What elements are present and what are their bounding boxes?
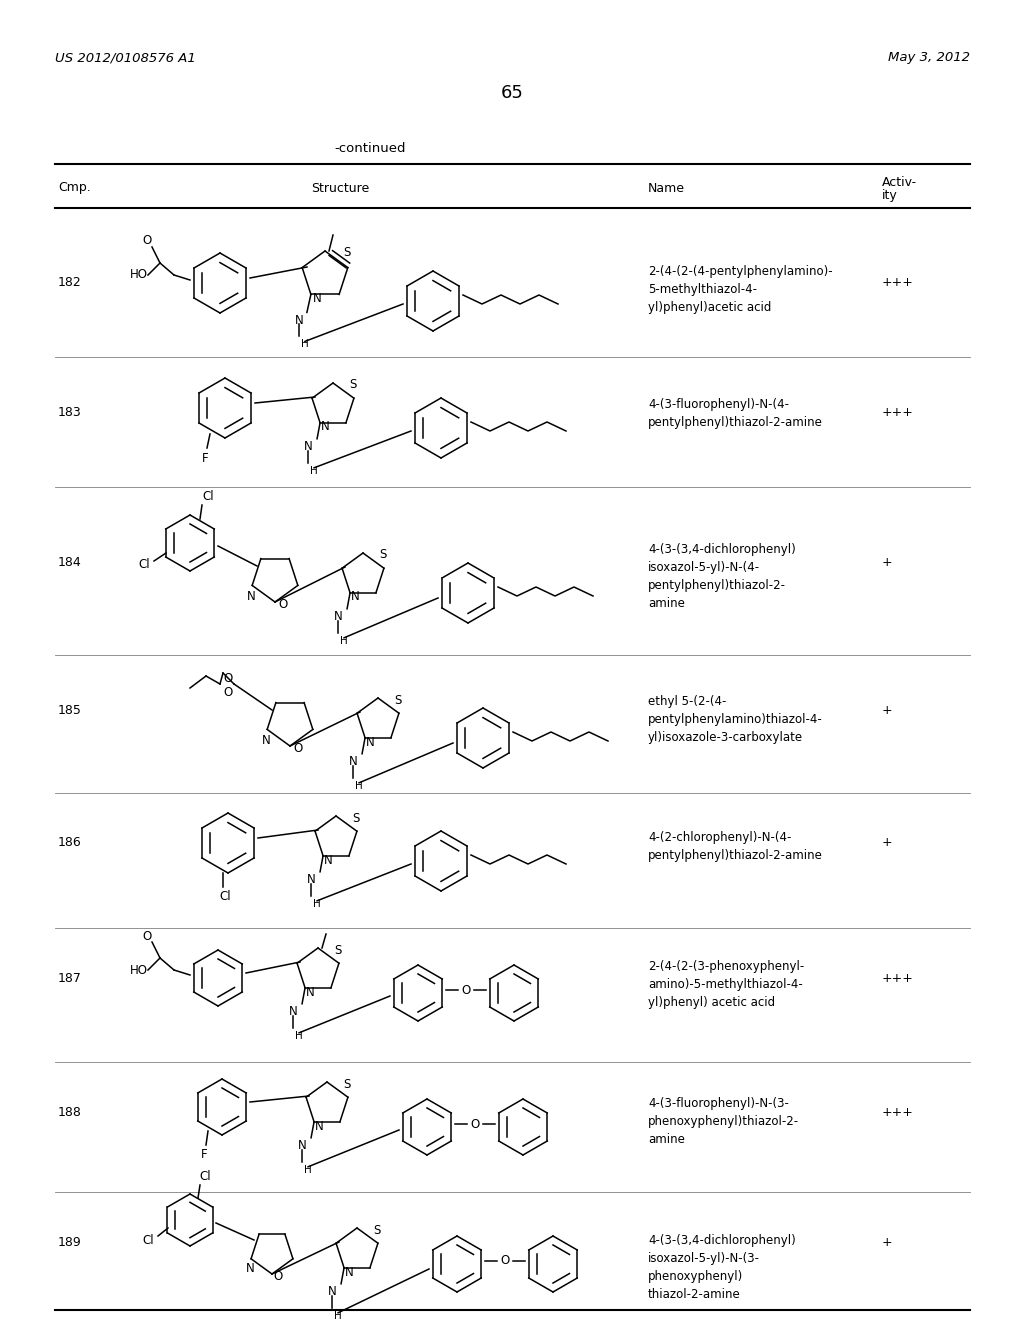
Text: O: O	[142, 929, 152, 942]
Text: Cl: Cl	[138, 558, 150, 572]
Text: 187: 187	[58, 972, 82, 985]
Text: S: S	[343, 247, 350, 260]
Text: S: S	[374, 1224, 381, 1237]
Text: N: N	[350, 590, 359, 603]
Text: 184: 184	[58, 557, 82, 569]
Text: O: O	[462, 983, 471, 997]
Text: Structure: Structure	[311, 181, 369, 194]
Text: N: N	[334, 610, 342, 623]
Text: S: S	[394, 693, 401, 706]
Text: +++: +++	[882, 972, 913, 985]
Text: N: N	[328, 1286, 337, 1299]
Text: H: H	[334, 1311, 342, 1320]
Text: 2-(4-(2-(3-phenoxyphenyl-
amino)-5-methylthiazol-4-
yl)phenyl) acetic acid: 2-(4-(2-(3-phenoxyphenyl- amino)-5-methy…	[648, 960, 804, 1008]
Text: Cmp.: Cmp.	[58, 181, 91, 194]
Text: H: H	[295, 1031, 303, 1040]
Text: +++: +++	[882, 407, 913, 420]
Text: Name: Name	[648, 181, 685, 194]
Text: O: O	[279, 598, 288, 610]
Text: ity: ity	[882, 190, 898, 202]
Text: S: S	[343, 1077, 350, 1090]
Text: +: +	[882, 704, 893, 717]
Text: +++: +++	[882, 276, 913, 289]
Text: H: H	[355, 781, 362, 791]
Text: 183: 183	[58, 407, 82, 420]
Text: F: F	[201, 1148, 207, 1162]
Text: O: O	[223, 672, 232, 685]
Text: S: S	[352, 812, 359, 825]
Text: ethyl 5-(2-(4-
pentylphenylamino)thiazol-4-
yl)isoxazole-3-carboxylate: ethyl 5-(2-(4- pentylphenylamino)thiazol…	[648, 696, 822, 744]
Text: N: N	[246, 1262, 254, 1275]
Text: H: H	[301, 339, 309, 350]
Text: N: N	[289, 1006, 297, 1018]
Text: +: +	[882, 557, 893, 569]
Text: Cl: Cl	[202, 491, 214, 503]
Text: HO: HO	[130, 964, 148, 977]
Text: H: H	[313, 899, 321, 908]
Text: H: H	[310, 466, 317, 475]
Text: N: N	[298, 1139, 306, 1152]
Text: O: O	[223, 685, 232, 698]
Text: 65: 65	[501, 84, 523, 102]
Text: S: S	[334, 944, 342, 957]
Text: H: H	[304, 1164, 312, 1175]
Text: N: N	[321, 421, 330, 433]
Text: N: N	[307, 874, 315, 886]
Text: N: N	[304, 441, 312, 453]
Text: N: N	[247, 590, 255, 602]
Text: 2-(4-(2-(4-pentylphenylamino)-
5-methylthiazol-4-
yl)phenyl)acetic acid: 2-(4-(2-(4-pentylphenylamino)- 5-methylt…	[648, 265, 833, 314]
Text: N: N	[366, 735, 375, 748]
Text: HO: HO	[130, 268, 148, 281]
Text: US 2012/0108576 A1: US 2012/0108576 A1	[55, 51, 196, 65]
Text: 4-(3-(3,4-dichlorophenyl)
isoxazol-5-yl)-N-(3-
phenoxyphenyl)
thiazol-2-amine: 4-(3-(3,4-dichlorophenyl) isoxazol-5-yl)…	[648, 1234, 796, 1302]
Text: 188: 188	[58, 1106, 82, 1118]
Text: N: N	[295, 314, 303, 327]
Text: +: +	[882, 1236, 893, 1249]
Text: 4-(3-(3,4-dichlorophenyl)
isoxazol-5-yl)-N-(4-
pentylphenyl)thiazol-2-
amine: 4-(3-(3,4-dichlorophenyl) isoxazol-5-yl)…	[648, 543, 796, 610]
Text: 182: 182	[58, 276, 82, 289]
Text: Cl: Cl	[200, 1171, 211, 1184]
Text: N: N	[312, 293, 322, 305]
Text: 4-(3-fluorophenyl)-N-(3-
phenoxyphenyl)thiazol-2-
amine: 4-(3-fluorophenyl)-N-(3- phenoxyphenyl)t…	[648, 1097, 799, 1146]
Text: O: O	[273, 1270, 283, 1283]
Text: +: +	[882, 837, 893, 850]
Text: O: O	[470, 1118, 479, 1130]
Text: N: N	[261, 734, 270, 747]
Text: N: N	[324, 854, 333, 866]
Text: H: H	[340, 636, 348, 645]
Text: O: O	[293, 742, 303, 755]
Text: Cl: Cl	[142, 1233, 154, 1246]
Text: S: S	[349, 379, 356, 392]
Text: Cl: Cl	[219, 890, 230, 903]
Text: S: S	[379, 549, 387, 561]
Text: -continued: -continued	[334, 141, 406, 154]
Text: 189: 189	[58, 1236, 82, 1249]
Text: May 3, 2012: May 3, 2012	[888, 51, 970, 65]
Text: 185: 185	[58, 704, 82, 717]
Text: +++: +++	[882, 1106, 913, 1118]
Text: N: N	[349, 755, 357, 768]
Text: N: N	[314, 1119, 324, 1133]
Text: Activ-: Activ-	[882, 176, 918, 189]
Text: O: O	[501, 1254, 510, 1267]
Text: 4-(2-chlorophenyl)-N-(4-
pentylphenyl)thiazol-2-amine: 4-(2-chlorophenyl)-N-(4- pentylphenyl)th…	[648, 832, 823, 862]
Text: 186: 186	[58, 837, 82, 850]
Text: N: N	[345, 1266, 353, 1279]
Text: F: F	[202, 451, 208, 465]
Text: 4-(3-fluorophenyl)-N-(4-
pentylphenyl)thiazol-2-amine: 4-(3-fluorophenyl)-N-(4- pentylphenyl)th…	[648, 399, 823, 429]
Text: N: N	[305, 986, 314, 998]
Text: O: O	[142, 235, 152, 248]
